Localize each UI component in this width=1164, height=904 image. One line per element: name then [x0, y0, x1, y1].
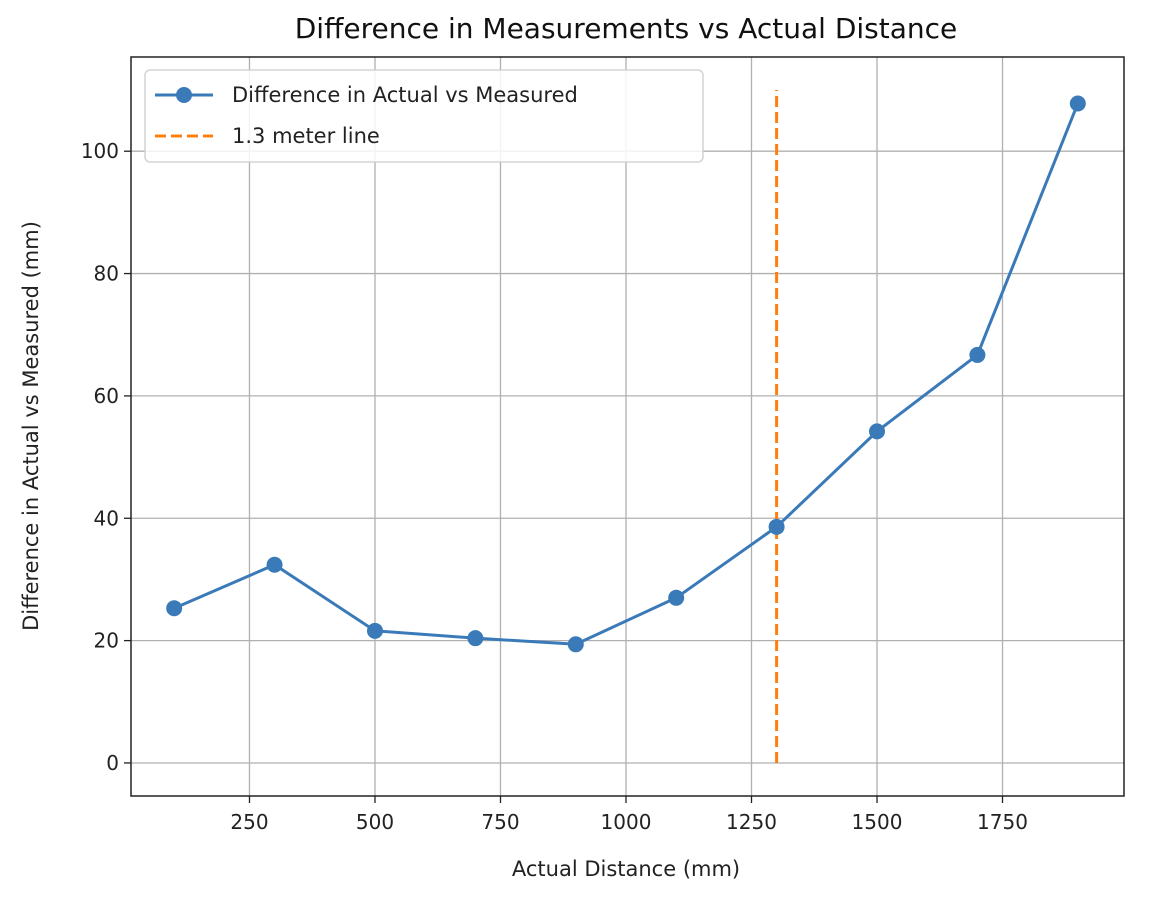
y-tick-label: 20 — [94, 629, 119, 653]
data-point — [1069, 95, 1086, 112]
legend: Difference in Actual vs Measured 1.3 met… — [144, 69, 704, 163]
y-tick-label: 60 — [94, 384, 119, 408]
plot-frame — [130, 56, 1125, 797]
legend-label-measured: Difference in Actual vs Measured — [232, 83, 578, 107]
y-tick-label: 0 — [106, 751, 119, 775]
data-point — [668, 589, 685, 606]
x-axis-label: Actual Distance (mm) — [512, 857, 740, 881]
y-tick-label: 100 — [81, 139, 119, 163]
data-point — [768, 518, 785, 535]
legend-box — [144, 69, 704, 163]
x-tick-label: 500 — [356, 810, 394, 834]
x-tick-label: 750 — [481, 810, 519, 834]
x-tick-label: 1250 — [726, 810, 777, 834]
x-tick-label: 1500 — [852, 810, 903, 834]
series-layer — [166, 90, 1086, 763]
y-tick-label: 40 — [94, 506, 119, 530]
x-tick-label: 1000 — [601, 810, 652, 834]
y-ticks: 0 20 40 60 80 100 — [81, 139, 131, 775]
data-point — [266, 556, 283, 573]
y-tick-label: 80 — [94, 262, 119, 286]
data-point — [467, 630, 484, 647]
y-axis-label: Difference in Actual vs Measured (mm) — [19, 221, 43, 631]
x-tick-label: 1750 — [977, 810, 1028, 834]
chart-title: Difference in Measurements vs Actual Dis… — [295, 12, 958, 45]
x-ticks: 250 500 750 1000 1250 1500 1750 — [230, 796, 1028, 834]
data-point — [166, 600, 183, 617]
data-point — [869, 423, 886, 440]
legend-marker-measured — [176, 87, 192, 103]
data-point — [366, 622, 383, 639]
legend-label-threshold: 1.3 meter line — [232, 124, 380, 148]
data-point — [567, 636, 584, 653]
grid — [131, 57, 1124, 796]
data-point — [969, 346, 986, 363]
x-tick-label: 250 — [230, 810, 268, 834]
measured-difference-line — [173, 102, 1080, 646]
